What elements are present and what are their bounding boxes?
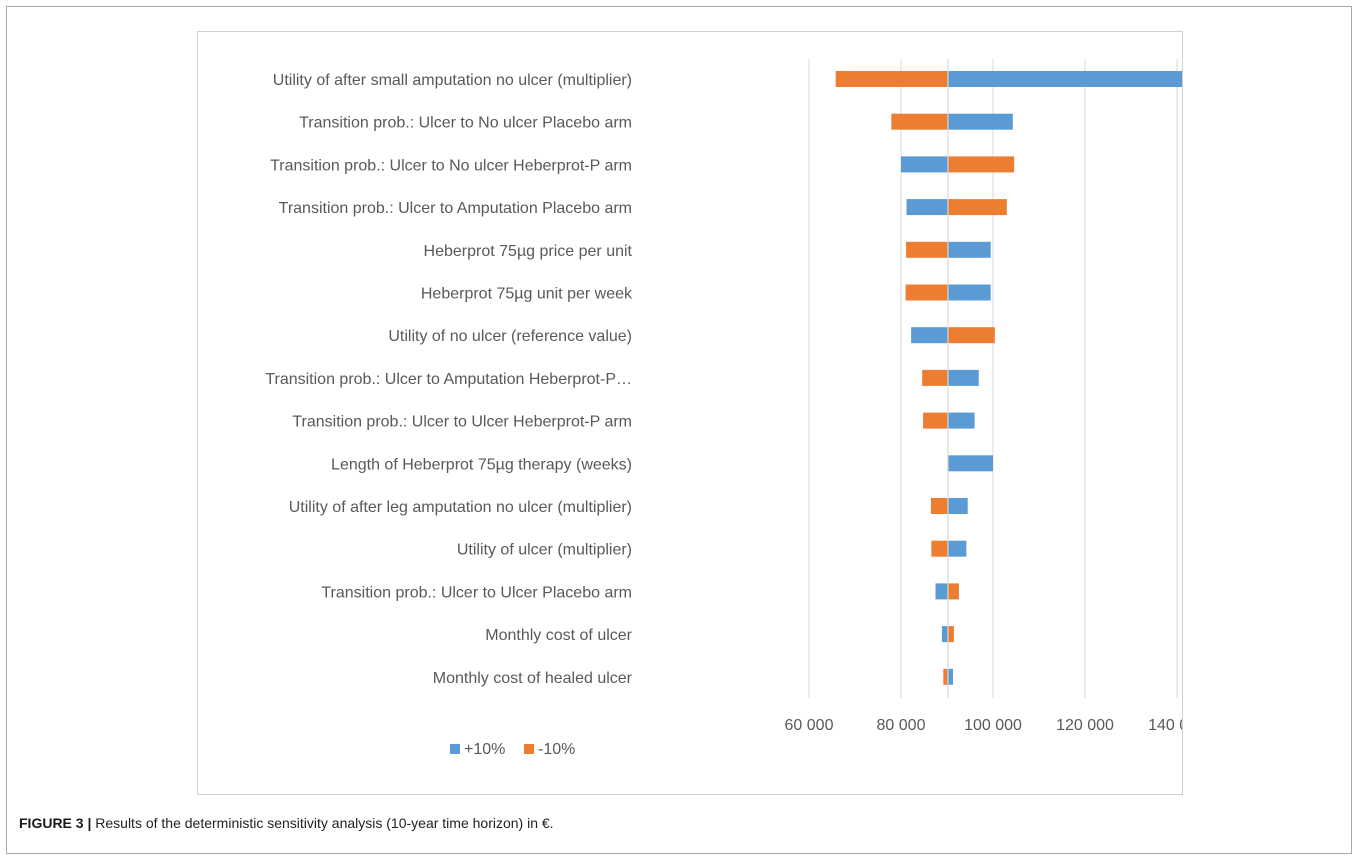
bar-minus-10 bbox=[947, 327, 995, 344]
bar-plus-10 bbox=[947, 369, 979, 386]
figure-frame: Utility of after small amputation no ulc… bbox=[6, 6, 1352, 854]
category-label: Transition prob.: Ulcer to No ulcer Hebe… bbox=[270, 157, 632, 174]
x-tick-label: 140 000 bbox=[1148, 717, 1182, 734]
x-tick-label: 120 000 bbox=[1056, 717, 1114, 734]
bar-minus-10 bbox=[943, 668, 948, 685]
legend-item-plus: +10% bbox=[450, 741, 505, 759]
bar-minus-10 bbox=[930, 498, 948, 514]
category-label: Transition prob.: Ulcer to Ulcer Placebo… bbox=[321, 584, 632, 601]
category-label: Transition prob.: Ulcer to Ulcer Heberpr… bbox=[292, 414, 632, 431]
bar-minus-10 bbox=[947, 583, 959, 600]
bar-minus-10 bbox=[931, 540, 948, 557]
category-label: Monthly cost of healed ulcer bbox=[433, 670, 633, 687]
legend-swatch-plus bbox=[450, 744, 460, 754]
category-label: Heberprot 75µg unit per week bbox=[421, 286, 633, 303]
bar-plus-10 bbox=[901, 156, 948, 173]
x-tick-label: 60 000 bbox=[785, 717, 834, 734]
category-label: Transition prob.: Ulcer to Amputation Pl… bbox=[279, 200, 632, 217]
legend-swatch-minus bbox=[524, 744, 534, 754]
bar-minus-10 bbox=[947, 199, 1007, 216]
legend-label-minus: -10% bbox=[538, 741, 576, 758]
legend-label-plus: +10% bbox=[464, 741, 506, 758]
category-label: Transition prob.: Ulcer to No ulcer Plac… bbox=[299, 115, 632, 132]
bars bbox=[835, 59, 1182, 698]
bar-plus-10 bbox=[935, 583, 948, 600]
bar-minus-10 bbox=[891, 113, 948, 130]
bar-plus-10 bbox=[941, 626, 948, 643]
category-label: Utility of no ulcer (reference value) bbox=[388, 328, 632, 345]
bar-plus-10 bbox=[947, 284, 991, 301]
bar-minus-10 bbox=[923, 412, 948, 429]
bar-plus-10 bbox=[947, 668, 953, 685]
category-label: Length of Heberprot 75µg therapy (weeks) bbox=[331, 456, 632, 473]
bar-plus-10 bbox=[947, 241, 991, 258]
bar-plus-10 bbox=[947, 412, 975, 429]
bar-minus-10 bbox=[947, 626, 954, 643]
category-label: Utility of after leg amputation no ulcer… bbox=[289, 499, 632, 516]
x-tick-label: 80 000 bbox=[877, 717, 926, 734]
caption-label: FIGURE 3 | bbox=[19, 815, 92, 831]
bar-plus-10 bbox=[947, 71, 1182, 87]
bar-minus-10 bbox=[835, 71, 948, 87]
bar-plus-10 bbox=[911, 327, 948, 344]
x-tick-labels: 60 000 80 000 100 000 120 000 140 000 bbox=[785, 717, 1182, 734]
bar-minus-10 bbox=[906, 241, 948, 258]
bar-plus-10 bbox=[947, 455, 993, 472]
bar-plus-10 bbox=[947, 540, 967, 557]
bar-minus-10 bbox=[922, 369, 948, 386]
bar-plus-10 bbox=[947, 113, 1013, 130]
figure-caption: FIGURE 3 | Results of the deterministic … bbox=[19, 815, 554, 831]
chart-container: Utility of after small amputation no ulc… bbox=[197, 31, 1183, 795]
category-labels: Utility of after small amputation no ulc… bbox=[265, 72, 633, 687]
category-label: Transition prob.: Ulcer to Amputation He… bbox=[265, 371, 632, 388]
category-label: Heberprot 75µg price per unit bbox=[424, 243, 633, 260]
category-label: Utility of after small amputation no ulc… bbox=[273, 72, 632, 89]
bar-plus-10 bbox=[947, 498, 968, 514]
bar-minus-10 bbox=[905, 284, 948, 301]
caption-text: Results of the deterministic sensitivity… bbox=[95, 815, 554, 831]
x-tick-label: 100 000 bbox=[964, 717, 1022, 734]
category-label: Monthly cost of ulcer bbox=[485, 627, 632, 644]
tornado-chart: Utility of after small amputation no ulc… bbox=[265, 59, 1182, 734]
bar-minus-10 bbox=[947, 156, 1015, 173]
gridlines bbox=[808, 59, 1178, 698]
category-label: Utility of ulcer (multiplier) bbox=[457, 542, 632, 559]
bar-plus-10 bbox=[906, 199, 948, 216]
legend-item-minus: -10% bbox=[524, 741, 575, 759]
